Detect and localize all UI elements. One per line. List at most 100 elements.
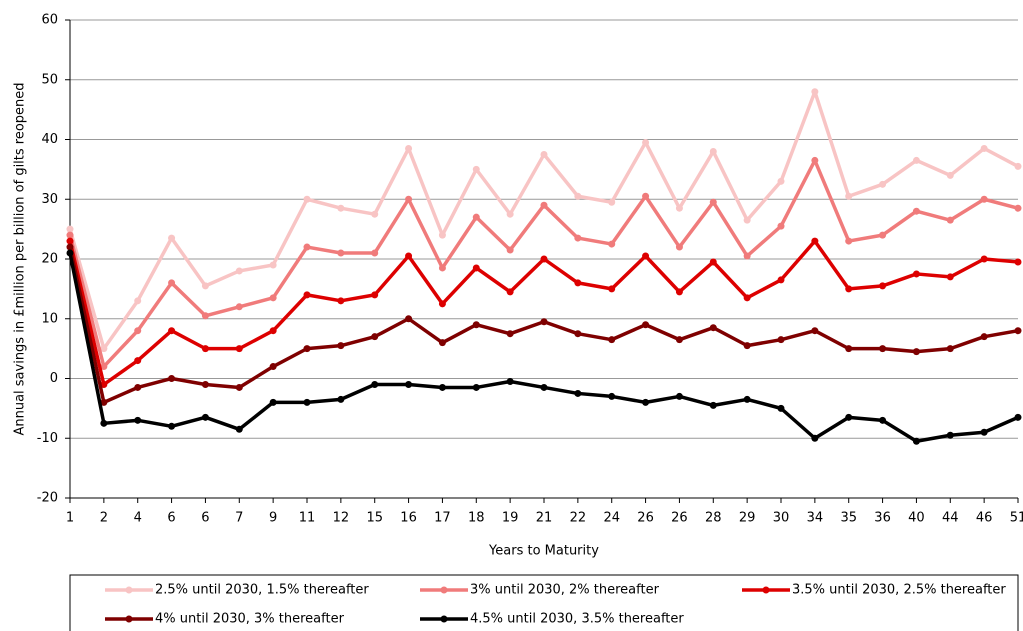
- y-tick-label: 10: [41, 311, 58, 326]
- data-point: [777, 404, 785, 412]
- data-point: [709, 198, 717, 206]
- data-point: [946, 431, 954, 439]
- x-tick-label: 2: [100, 511, 108, 526]
- legend-marker: [125, 615, 133, 623]
- data-point: [709, 147, 717, 155]
- legend-marker: [125, 586, 133, 594]
- data-point: [201, 345, 209, 353]
- data-point: [642, 398, 650, 406]
- data-point: [1014, 204, 1022, 212]
- data-point: [100, 398, 108, 406]
- data-point: [845, 345, 853, 353]
- y-tick-label: 20: [41, 252, 58, 267]
- data-point: [743, 395, 751, 403]
- data-point: [168, 375, 176, 382]
- data-point: [777, 336, 785, 344]
- data-point: [540, 255, 548, 263]
- data-point: [777, 177, 785, 185]
- data-point: [845, 285, 853, 293]
- data-point: [811, 327, 819, 335]
- data-point: [946, 171, 954, 179]
- data-point: [337, 395, 345, 403]
- data-point: [506, 377, 514, 385]
- data-point: [642, 321, 650, 329]
- x-tick-label: 35: [840, 511, 857, 526]
- data-point: [1014, 413, 1022, 421]
- data-point: [303, 243, 311, 251]
- data-point: [845, 413, 853, 421]
- data-point: [642, 138, 650, 146]
- data-point: [675, 204, 683, 212]
- data-point: [438, 264, 446, 272]
- data-point: [506, 330, 514, 338]
- data-point: [168, 327, 176, 335]
- data-point: [269, 398, 277, 406]
- data-point: [337, 342, 345, 350]
- data-point: [879, 231, 887, 239]
- data-point: [743, 216, 751, 224]
- data-point: [1014, 258, 1022, 266]
- x-tick-label: 11: [299, 511, 316, 526]
- data-point: [303, 398, 311, 406]
- data-point: [540, 318, 548, 326]
- data-point: [405, 144, 413, 152]
- data-point: [777, 222, 785, 230]
- y-tick-label: -20: [37, 491, 58, 506]
- data-point: [201, 380, 209, 388]
- data-point: [743, 342, 751, 350]
- data-point: [574, 234, 582, 242]
- data-point: [675, 243, 683, 251]
- data-point: [168, 422, 176, 430]
- legend-label: 3.5% until 2030, 2.5% thereafter: [792, 583, 1006, 598]
- data-point: [608, 336, 616, 344]
- x-tick-label: 15: [366, 511, 383, 526]
- data-point: [134, 327, 142, 335]
- data-point: [66, 225, 74, 233]
- data-point: [574, 389, 582, 397]
- x-tick-label: 7: [235, 511, 243, 526]
- x-tick-label: 26: [671, 511, 688, 526]
- data-point: [980, 255, 988, 263]
- data-point: [168, 234, 176, 242]
- data-point: [912, 348, 920, 356]
- data-point: [811, 88, 819, 96]
- data-point: [235, 345, 243, 353]
- y-axis-label: Annual savings in £million per billion o…: [13, 82, 28, 435]
- data-point: [675, 336, 683, 344]
- x-tick-label: 44: [942, 511, 959, 526]
- x-tick-label: 46: [976, 511, 993, 526]
- legend-marker: [440, 586, 448, 594]
- data-point: [201, 312, 209, 320]
- data-point: [743, 252, 751, 260]
- data-point: [438, 339, 446, 347]
- x-tick-label: 24: [603, 511, 620, 526]
- data-point: [709, 258, 717, 266]
- x-tick-label: 1: [66, 511, 74, 526]
- data-point: [337, 249, 345, 257]
- data-point: [134, 416, 142, 424]
- data-point: [912, 156, 920, 164]
- data-point: [1014, 162, 1022, 170]
- data-point: [675, 288, 683, 296]
- data-point: [66, 237, 74, 245]
- data-point: [235, 425, 243, 433]
- data-point: [472, 213, 480, 221]
- data-point: [980, 195, 988, 203]
- legend-marker: [440, 615, 448, 623]
- data-point: [980, 144, 988, 152]
- data-point: [879, 282, 887, 290]
- data-point: [472, 383, 480, 391]
- y-tick-label: 50: [41, 72, 58, 87]
- x-tick-label: 40: [908, 511, 925, 526]
- legend-marker: [762, 586, 770, 594]
- x-tick-label: 9: [269, 511, 277, 526]
- x-tick-label: 22: [570, 511, 587, 526]
- x-tick-label: 19: [502, 511, 519, 526]
- data-point: [709, 324, 717, 332]
- data-point: [912, 437, 920, 445]
- data-point: [438, 300, 446, 308]
- data-point: [371, 249, 379, 257]
- data-point: [371, 210, 379, 218]
- data-point: [337, 297, 345, 305]
- series-line: [68, 89, 1019, 351]
